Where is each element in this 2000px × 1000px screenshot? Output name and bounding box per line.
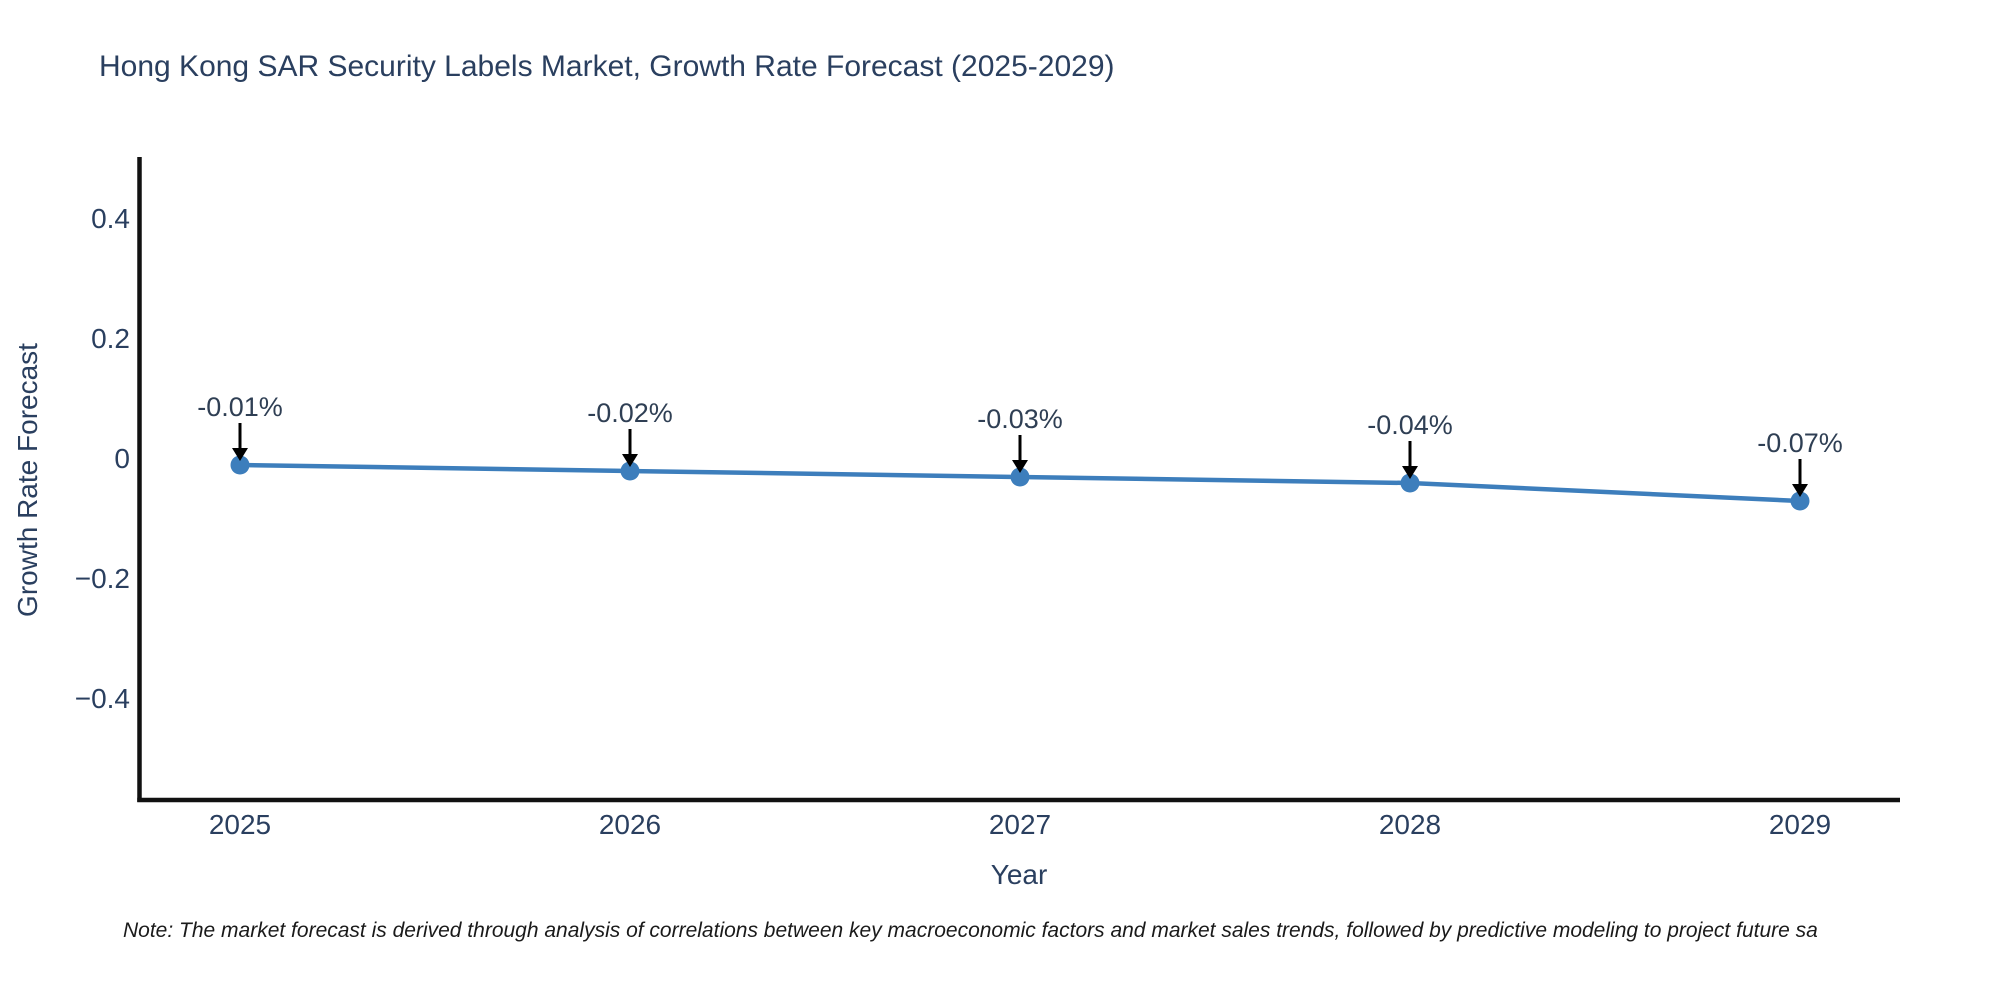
point-annotation-label: -0.07% (1757, 428, 1843, 458)
axes (137, 157, 1900, 803)
x-tick-label: 2025 (208, 809, 272, 840)
point-annotation-label: -0.03% (977, 404, 1063, 434)
annotation-arrowhead-icon (1402, 466, 1418, 479)
point-annotation-label: -0.04% (1367, 410, 1453, 440)
x-tick-label: 2029 (1768, 809, 1832, 840)
y-tick-label: −0.2 (74, 563, 130, 594)
annotation-arrowhead-icon (1012, 460, 1028, 473)
data-point-2027[interactable] (1010, 467, 1030, 487)
annotation-arrowhead-icon (232, 448, 248, 461)
x-tick-label: 2028 (1378, 809, 1442, 840)
footnote: Note: The market forecast is derived thr… (123, 919, 1818, 942)
x-tick-label: 2026 (598, 809, 662, 840)
data-point-2026[interactable] (620, 461, 640, 481)
x-axis-title: Year (990, 859, 1048, 890)
y-tick-label: 0 (114, 443, 130, 474)
point-annotation-label: -0.01% (197, 392, 283, 422)
y-tick-label: −0.4 (74, 683, 130, 714)
y-tick-label: 0.2 (91, 323, 130, 354)
point-annotation-label: -0.02% (587, 398, 673, 428)
data-point-2028[interactable] (1400, 473, 1420, 493)
y-tick-label: 0.4 (91, 203, 130, 234)
x-tick-label: 2027 (988, 809, 1052, 840)
data-point-2025[interactable] (230, 455, 250, 475)
annotation-arrowhead-icon (1792, 484, 1808, 497)
annotation-arrowhead-icon (622, 454, 638, 467)
data-point-2029[interactable] (1790, 491, 1810, 511)
chart-title: Hong Kong SAR Security Labels Market, Gr… (99, 50, 1115, 83)
